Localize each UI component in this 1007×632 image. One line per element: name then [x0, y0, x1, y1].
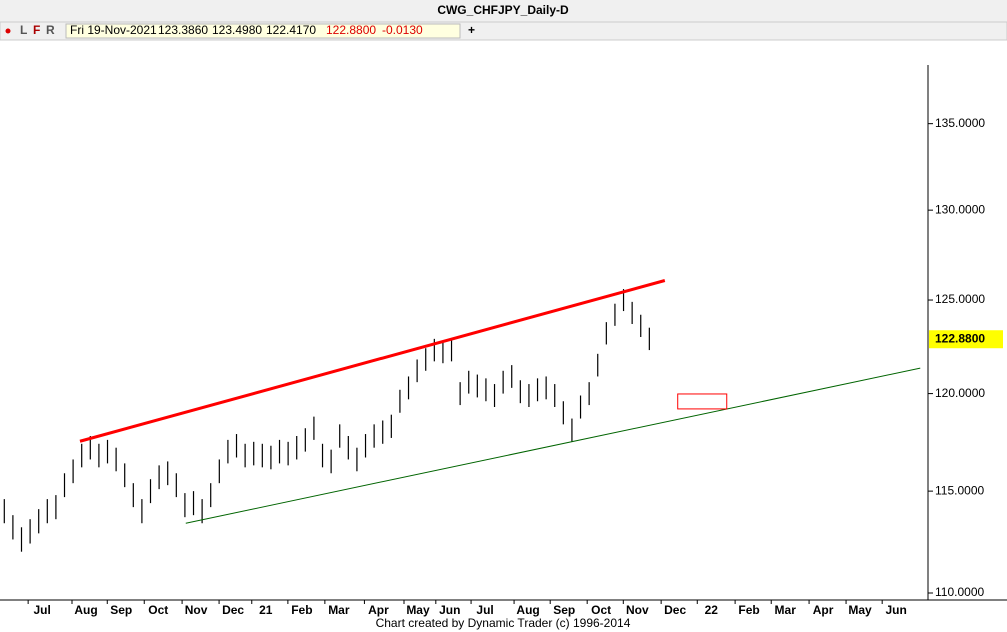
- x-tick-label: Feb: [291, 603, 312, 617]
- x-tick-label: 22: [705, 603, 719, 617]
- last-price-label: 122.8800: [935, 331, 985, 345]
- flag[interactable]: L: [20, 23, 27, 37]
- footer: Chart created by Dynamic Trader (c) 1996…: [376, 616, 631, 630]
- status-dot: [5, 28, 11, 34]
- trend-line: [79, 279, 666, 443]
- x-tick-label: Dec: [664, 603, 686, 617]
- x-tick-label: Aug: [516, 603, 539, 617]
- x-tick-label: Jul: [476, 603, 493, 617]
- flag[interactable]: F: [33, 23, 40, 37]
- info-high: 123.4980: [212, 23, 262, 37]
- info-close: 122.8800: [326, 23, 376, 37]
- info-change: -0.0130: [382, 23, 423, 37]
- x-tick-label: May: [406, 603, 430, 617]
- x-tick-label: Jul: [33, 603, 50, 617]
- x-tick-label: Mar: [775, 603, 797, 617]
- info-low: 122.4170: [266, 23, 316, 37]
- x-tick-label: Apr: [368, 603, 389, 617]
- last-price-tag: [929, 330, 1003, 349]
- target-box: [677, 393, 728, 410]
- title-bar: [0, 0, 1007, 22]
- x-tick-label: Oct: [148, 603, 168, 617]
- add-button[interactable]: +: [468, 23, 475, 37]
- x-tick-label: 21: [259, 603, 273, 617]
- x-tick-label: Sep: [110, 603, 132, 617]
- x-tick-label: Feb: [738, 603, 759, 617]
- y-tick-label: 130.0000: [935, 202, 985, 216]
- info-open: 123.3860: [158, 23, 208, 37]
- y-tick-label: 110.0000: [935, 585, 984, 599]
- chart-title: CWG_CHFJPY_Daily-D: [437, 3, 569, 17]
- x-tick-label: Mar: [328, 603, 350, 617]
- info-box: [65, 23, 461, 39]
- x-tick-label: Jun: [886, 603, 907, 617]
- x-tick-label: Dec: [222, 603, 244, 617]
- x-tick-label: Apr: [813, 603, 834, 617]
- x-tick-label: Aug: [74, 603, 97, 617]
- x-tick-label: Nov: [626, 603, 649, 617]
- x-tick-label: Oct: [591, 603, 611, 617]
- flag[interactable]: R: [46, 23, 55, 37]
- y-tick-label: 120.0000: [935, 386, 985, 400]
- y-tick-label: 135.0000: [935, 116, 985, 130]
- info-date: Fri 19-Nov-2021: [70, 23, 157, 37]
- x-tick-label: Sep: [553, 603, 575, 617]
- y-tick-label: 115.0000: [935, 483, 984, 497]
- trend-line: [185, 367, 921, 524]
- x-tick-label: Jun: [439, 603, 460, 617]
- x-tick-label: Nov: [185, 603, 208, 617]
- x-tick-label: May: [848, 603, 872, 617]
- y-tick-label: 125.0000: [935, 292, 985, 306]
